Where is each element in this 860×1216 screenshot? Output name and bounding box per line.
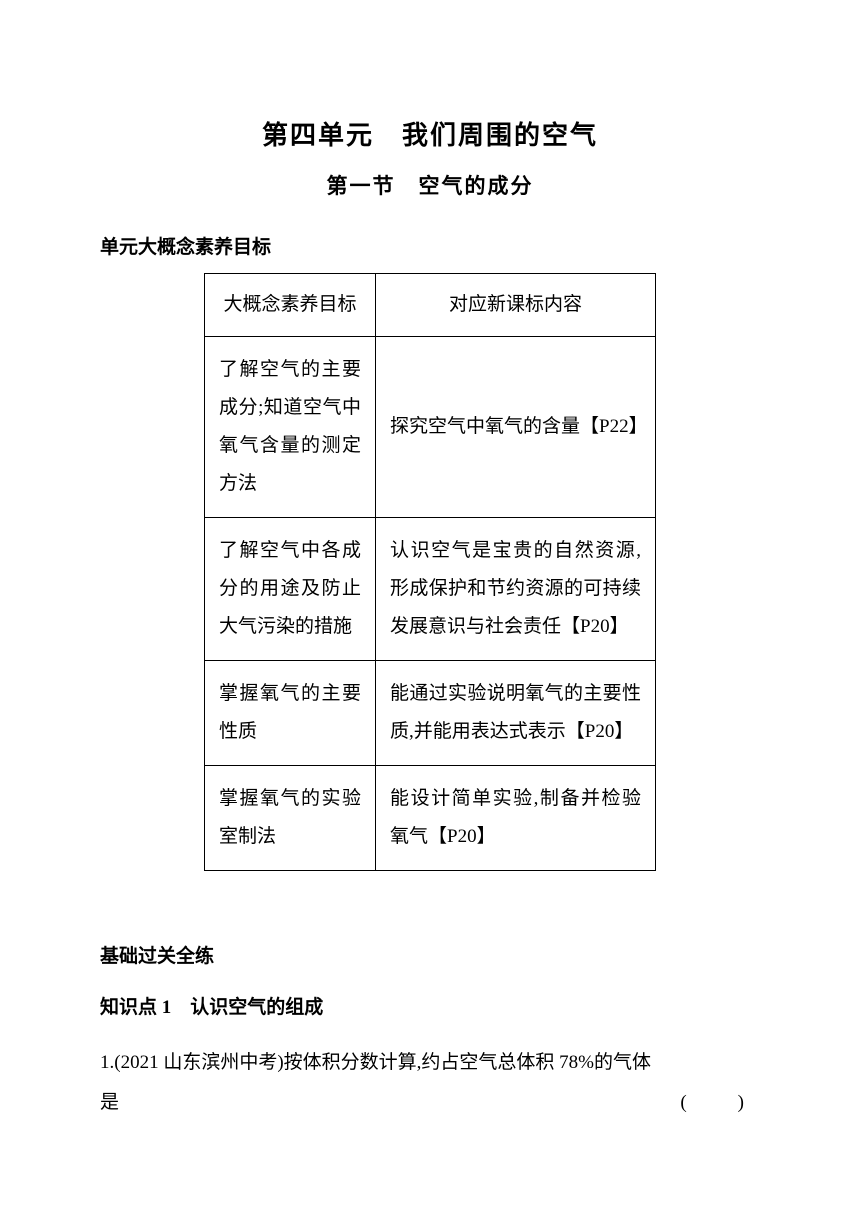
answer-blank: ( ) — [680, 1083, 760, 1123]
table-row: 了解空气中各成分的用途及防止大气污染的措施 认识空气是宝贵的自然资源,形成保护和… — [205, 518, 656, 661]
unit-title: 第四单元 我们周围的空气 — [100, 115, 760, 152]
practice-heading: 基础过关全练 — [100, 941, 760, 968]
table-cell-standard: 能设计简单实验,制备并检验氧气【P20】 — [376, 766, 656, 871]
table-header-col2: 对应新课标内容 — [376, 274, 656, 337]
question-stem-end: 是 — [100, 1083, 119, 1123]
objectives-table: 大概念素养目标 对应新课标内容 了解空气的主要成分;知道空气中氧气含量的测定方法… — [204, 273, 656, 871]
question-line-1: 1.(2021 山东滨州中考)按体积分数计算,约占空气总体积 78%的气体 — [100, 1043, 760, 1083]
table-cell-standard: 认识空气是宝贵的自然资源,形成保护和节约资源的可持续发展意识与社会责任【P20】 — [376, 518, 656, 661]
table-cell-objective: 掌握氧气的实验室制法 — [205, 766, 376, 871]
objectives-heading: 单元大概念素养目标 — [100, 232, 760, 259]
table-cell-standard: 能通过实验说明氧气的主要性质,并能用表达式表示【P20】 — [376, 661, 656, 766]
table-cell-objective: 了解空气中各成分的用途及防止大气污染的措施 — [205, 518, 376, 661]
table-header-col1: 大概念素养目标 — [205, 274, 376, 337]
table-row: 掌握氧气的主要性质 能通过实验说明氧气的主要性质,并能用表达式表示【P20】 — [205, 661, 656, 766]
question-line-2: 是 ( ) — [100, 1083, 760, 1123]
table-cell-standard: 探究空气中氧气的含量【P22】 — [376, 337, 656, 518]
table-cell-objective: 了解空气的主要成分;知道空气中氧气含量的测定方法 — [205, 337, 376, 518]
knowledge-point-heading: 知识点 1 认识空气的组成 — [100, 992, 760, 1019]
table-cell-objective: 掌握氧气的主要性质 — [205, 661, 376, 766]
section-title: 第一节 空气的成分 — [100, 170, 760, 200]
table-row: 了解空气的主要成分;知道空气中氧气含量的测定方法 探究空气中氧气的含量【P22】 — [205, 337, 656, 518]
table-header-row: 大概念素养目标 对应新课标内容 — [205, 274, 656, 337]
table-row: 掌握氧气的实验室制法 能设计简单实验,制备并检验氧气【P20】 — [205, 766, 656, 871]
